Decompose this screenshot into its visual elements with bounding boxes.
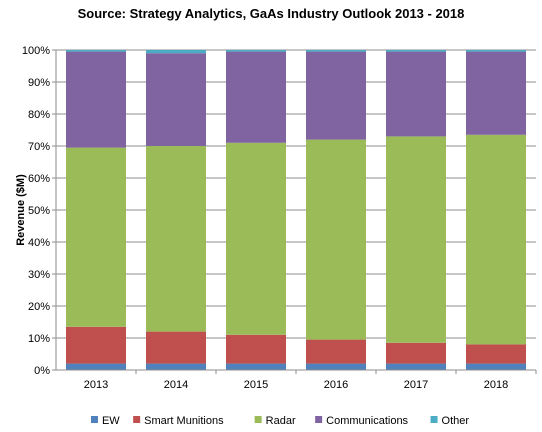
x-tick-label: 2018 <box>484 379 508 391</box>
bar-segment-radar-2014 <box>146 146 206 332</box>
bar-segment-other-2014 <box>146 50 206 54</box>
x-tick-label: 2016 <box>324 379 348 391</box>
bar-segment-communications-2015 <box>226 51 286 143</box>
legend-label: Smart Munitions <box>144 415 224 427</box>
legend: EW Smart Munitions Radar Communications Othe… <box>90 415 470 427</box>
bar-segment-ew-2015 <box>226 363 286 370</box>
bar-segment-communications-2014 <box>146 53 206 147</box>
legend-swatch <box>430 416 438 423</box>
bar-segment-ew-2014 <box>146 363 206 370</box>
y-tick-label: 10% <box>28 333 50 345</box>
bar-segment-ew-2013 <box>66 363 126 370</box>
y-axis-title: Revenue ($M) <box>15 174 27 246</box>
legend-swatch <box>254 416 262 423</box>
x-tick-label: 2013 <box>84 379 108 391</box>
bar-segment-smart-munitions-2014 <box>146 331 206 364</box>
bar-segment-communications-2013 <box>66 51 126 148</box>
legend-label: Radar <box>266 415 296 427</box>
y-tick-label: 100% <box>22 45 50 57</box>
y-tick-label: 90% <box>28 77 50 89</box>
bar-segment-other-2018 <box>466 50 526 52</box>
bar-segment-communications-2018 <box>466 51 526 135</box>
bar-segment-other-2017 <box>386 50 446 52</box>
bar-segment-radar-2016 <box>306 139 366 340</box>
bars <box>66 50 526 370</box>
bar-segment-communications-2017 <box>386 51 446 137</box>
legend-label: Other <box>442 415 470 427</box>
bar-segment-smart-munitions-2016 <box>306 339 366 364</box>
chart-title: Source: Strategy Analytics, GaAs Industr… <box>77 6 465 21</box>
y-tick-label: 0% <box>34 365 50 377</box>
bar-segment-smart-munitions-2015 <box>226 334 286 364</box>
bar-segment-radar-2013 <box>66 147 126 327</box>
bar-segment-other-2015 <box>226 50 286 52</box>
gridlines <box>56 49 536 339</box>
legend-label: Communications <box>326 415 408 427</box>
bar-segment-ew-2017 <box>386 363 446 370</box>
y-tick-label: 80% <box>28 109 50 121</box>
legend-label: EW <box>102 415 120 427</box>
legend-swatch <box>90 416 98 423</box>
legend-swatch <box>133 416 141 423</box>
y-tick-label: 30% <box>28 269 50 281</box>
x-tick-label: 2015 <box>244 379 268 391</box>
axes: 0% 10% 20% 30% 40% 50% 60% 70% 80% 90% 100% Revenue… <box>15 45 537 391</box>
legend-swatch <box>315 416 323 423</box>
x-tick-label: 2017 <box>404 379 428 391</box>
bar-segment-smart-munitions-2013 <box>66 326 126 364</box>
x-tick-label: 2014 <box>164 379 188 391</box>
y-tick-label: 40% <box>28 237 50 249</box>
bar-segment-communications-2016 <box>306 51 366 140</box>
bar-segment-radar-2015 <box>226 142 286 335</box>
bar-segment-other-2016 <box>306 50 366 52</box>
y-tick-label: 70% <box>28 141 50 153</box>
y-tick-label: 60% <box>28 173 50 185</box>
bar-segment-radar-2017 <box>386 136 446 343</box>
bar-segment-radar-2018 <box>466 134 526 345</box>
bar-segment-ew-2018 <box>466 363 526 370</box>
y-tick-label: 50% <box>28 205 50 217</box>
y-tick-label: 20% <box>28 301 50 313</box>
bar-segment-ew-2016 <box>306 363 366 370</box>
bar-segment-smart-munitions-2018 <box>466 344 526 364</box>
bar-segment-other-2013 <box>66 50 126 52</box>
bar-segment-smart-munitions-2017 <box>386 342 446 364</box>
